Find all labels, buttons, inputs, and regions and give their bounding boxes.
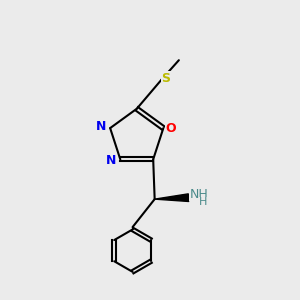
Text: O: O	[166, 122, 176, 135]
Text: N: N	[96, 120, 106, 133]
Text: N: N	[106, 154, 117, 167]
Text: H: H	[199, 197, 207, 207]
Polygon shape	[155, 194, 189, 202]
Text: S: S	[161, 72, 170, 85]
Text: NH: NH	[190, 188, 208, 201]
